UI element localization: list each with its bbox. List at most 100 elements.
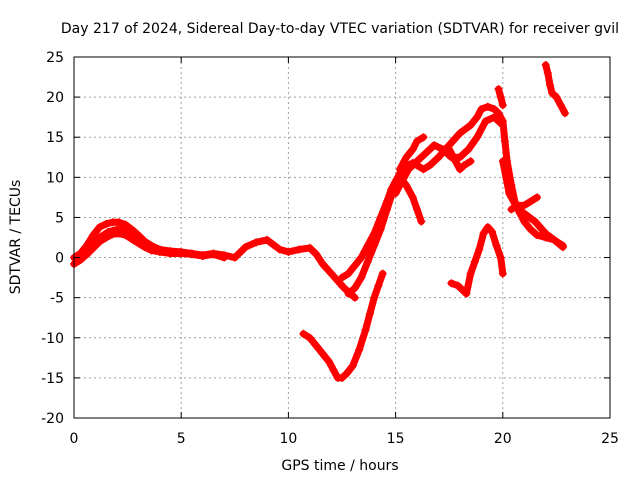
data-point [526,197,535,206]
data-point [533,231,542,240]
y-tick-label: -10 [41,331,64,347]
y-tick-label: 0 [55,251,64,267]
chart-title: Day 217 of 2024, Sidereal Day-to-day VTE… [61,21,619,37]
data-point [530,217,539,226]
data-point [155,247,164,256]
data-point [481,117,490,126]
data-point [220,253,229,262]
data-point [434,153,443,162]
data-point [344,269,353,278]
data-point [318,349,327,358]
data-point [496,253,505,262]
series-trace [299,270,387,382]
data-point [419,165,428,174]
data-point [391,189,400,198]
series-10 [494,85,507,110]
data-point [275,245,284,254]
data-point [87,241,96,250]
data-point [498,121,507,130]
data-point [370,241,379,250]
data-point [541,229,550,238]
data-point [404,165,413,174]
data-point [355,345,364,354]
data-point [413,205,422,214]
data-point [458,285,467,294]
data-point [166,249,175,258]
y-tick-label: -5 [50,291,64,307]
data-point [89,231,98,240]
data-point [470,257,479,266]
data-point [488,227,497,236]
data-point [348,361,357,370]
data-point [419,133,428,142]
data-point [556,101,565,110]
series-11 [541,61,569,118]
plot-frame [73,56,611,419]
series-trace [392,113,507,197]
data-point [490,113,499,122]
data-point [187,250,196,259]
data-point [378,269,387,278]
data-point [177,249,186,258]
data-point [552,93,561,102]
data-point [95,233,104,242]
data-point [357,273,366,282]
data-point [365,309,374,318]
data-point [402,153,411,162]
data-point [447,279,456,288]
y-tick-label: 25 [46,50,64,66]
data-point [417,217,426,226]
data-point [357,253,366,262]
data-point [526,225,535,234]
data-point [520,217,529,226]
x-tick-label: 10 [279,431,297,447]
data-point [130,230,139,239]
grid [74,57,610,418]
data-point [552,237,561,246]
data-point [147,246,156,255]
data-point [295,245,304,254]
data-point [466,269,475,278]
data-point [475,245,484,254]
data-point [112,225,121,234]
data-point [492,241,501,250]
data-point [342,369,351,378]
data-point [340,284,349,293]
y-tick-label: 5 [55,210,64,226]
data-point [350,284,359,293]
series-6 [395,133,428,174]
data-point [78,251,87,260]
data-point [140,243,149,252]
data-point [473,133,482,142]
data-point [241,243,250,252]
series-trace [447,223,507,298]
x-tick-label: 0 [70,431,79,447]
data-point [455,129,464,138]
data-point [548,89,557,98]
data-point [370,293,379,302]
data-point [490,105,499,114]
data-point [305,333,314,342]
data-point [408,193,417,202]
data-point [466,121,475,130]
data-point [451,157,460,166]
data-point [395,165,404,174]
data-point [483,223,492,232]
data-point [453,281,462,290]
data-point [305,243,314,252]
data-point [421,149,430,158]
data-point [104,227,113,236]
data-point [494,109,503,118]
data-point [430,141,439,150]
series-trace [542,61,569,117]
plot-data [70,61,569,382]
data-point [455,165,464,174]
data-point [425,161,434,170]
series-13 [447,223,507,298]
data-point [413,157,422,166]
data-point [338,273,346,282]
data-point [483,102,492,111]
series-12 [299,269,387,382]
data-point [361,325,370,334]
